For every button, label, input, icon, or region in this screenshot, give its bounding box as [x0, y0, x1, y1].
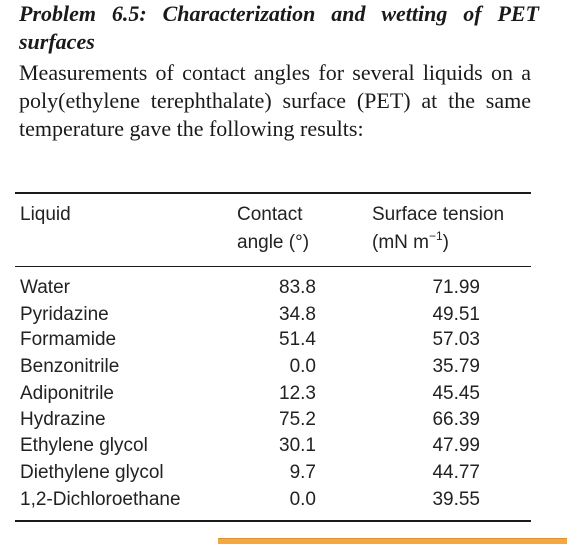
header-tension-unit-exp: −1: [428, 229, 443, 243]
cell-angle: 34.8: [279, 304, 316, 325]
cell-angle: 51.4: [279, 329, 316, 350]
cell-tension: 39.55: [432, 489, 480, 510]
cell-tension: 44.77: [432, 462, 480, 483]
header-tension-unit-prefix: (mN m: [372, 232, 429, 253]
cell-angle: 30.1: [279, 435, 316, 456]
header-tension-unit: (mN m−1): [372, 229, 449, 255]
cell-angle: 75.2: [279, 409, 316, 430]
cell-liquid: 1,2-Dichloroethane: [20, 489, 181, 510]
table-header-rule: [15, 266, 531, 267]
header-tension-line1: Surface tension: [372, 204, 505, 225]
cell-liquid: Benzonitrile: [20, 356, 120, 377]
cell-angle: 9.7: [289, 462, 316, 483]
cell-tension: 47.99: [432, 435, 480, 456]
cell-liquid: Adiponitrile: [20, 383, 114, 404]
header-liquid: Liquid: [20, 204, 71, 225]
cell-angle: 0.0: [289, 356, 316, 377]
accent-bar: [218, 538, 567, 544]
cell-liquid: Pyridazine: [20, 304, 109, 325]
cell-tension: 57.03: [432, 329, 480, 350]
cell-liquid: Hydrazine: [20, 409, 106, 430]
header-tension-unit-suffix: ): [442, 232, 449, 253]
cell-tension: 71.99: [432, 277, 480, 298]
cell-liquid: Ethylene glycol: [20, 435, 148, 456]
header-angle-line2: angle (°): [237, 232, 310, 253]
cell-liquid: Diethylene glycol: [20, 462, 164, 483]
cell-angle: 12.3: [279, 383, 316, 404]
table-top-rule: [15, 192, 531, 194]
cell-liquid: Water: [20, 277, 70, 298]
cell-angle: 0.0: [289, 489, 316, 510]
problem-title: Problem 6.5: Characterization and wettin…: [19, 1, 539, 54]
cell-tension: 35.79: [432, 356, 480, 377]
cell-tension: 45.45: [432, 383, 480, 404]
cell-tension: 66.39: [432, 409, 480, 430]
cell-angle: 83.8: [279, 277, 316, 298]
cell-tension: 49.51: [432, 304, 480, 325]
header-angle-line1: Contact: [237, 204, 303, 225]
cell-liquid: Formamide: [20, 329, 117, 350]
table-bottom-rule: [15, 520, 531, 522]
problem-intro: Measurements of contact angles for sever…: [19, 60, 531, 141]
